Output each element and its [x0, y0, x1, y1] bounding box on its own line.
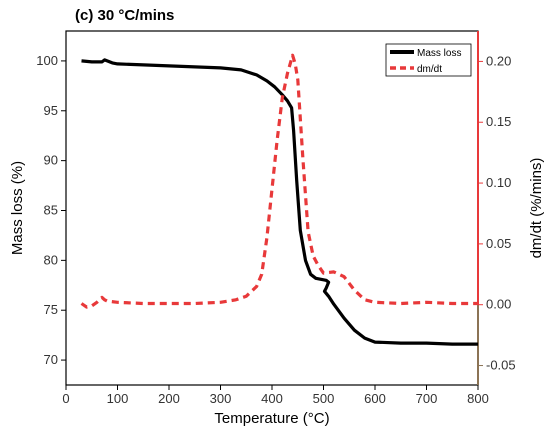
x-tick-label: 300 — [210, 391, 232, 406]
x-tick-label: 500 — [313, 391, 335, 406]
legend: Mass loss dm/dt — [385, 43, 472, 77]
legend-label-mass-loss: Mass loss — [417, 48, 461, 59]
y-left-tick-label: 85 — [44, 202, 58, 217]
y-axis-left-label: Mass loss (%) — [9, 161, 26, 255]
chart-title: (c) 30 °C/mins — [75, 7, 174, 24]
x-tick-label: 100 — [107, 391, 129, 406]
x-tick-label: 700 — [416, 391, 438, 406]
x-tick-label: 400 — [261, 391, 283, 406]
x-tick-label: 600 — [364, 391, 386, 406]
x-axis-label: Temperature (°C) — [214, 410, 329, 427]
y-right-tick-label: -0.05 — [486, 358, 516, 373]
legend-label-dmdt: dm/dt — [417, 64, 442, 75]
legend-box — [385, 43, 472, 77]
series-mass-loss-line — [81, 58, 478, 346]
y-left-tick-label: 75 — [44, 302, 58, 317]
x-axis: 0 100 200 300 400 500 600 700 800 — [62, 385, 489, 406]
x-tick-label: 0 — [62, 391, 69, 406]
y-right-tick-label: 0.00 — [486, 297, 511, 312]
x-tick-label: 200 — [158, 391, 180, 406]
y-left-tick-label: 90 — [44, 153, 58, 168]
y-axis-left: 70 75 80 85 90 95 100 — [36, 53, 66, 367]
y-axis-right: -0.05 0.00 0.05 0.10 0.15 0.20 — [477, 31, 516, 385]
x-tick-label: 800 — [467, 391, 489, 406]
y-right-tick-label: 0.20 — [486, 53, 511, 68]
y-left-tick-label: 80 — [44, 252, 58, 267]
series-dmdt-line — [80, 53, 478, 309]
series-layer — [80, 53, 478, 346]
y-left-tick-label: 70 — [44, 352, 58, 367]
y-left-tick-label: 95 — [44, 103, 58, 118]
y-right-tick-label: 0.10 — [486, 175, 511, 190]
y-axis-right-label: dm/dt (%/mins) — [528, 158, 545, 259]
y-right-tick-label: 0.15 — [486, 114, 511, 129]
y-right-tick-label: 0.05 — [486, 236, 511, 251]
y-left-tick-label: 100 — [36, 53, 58, 68]
